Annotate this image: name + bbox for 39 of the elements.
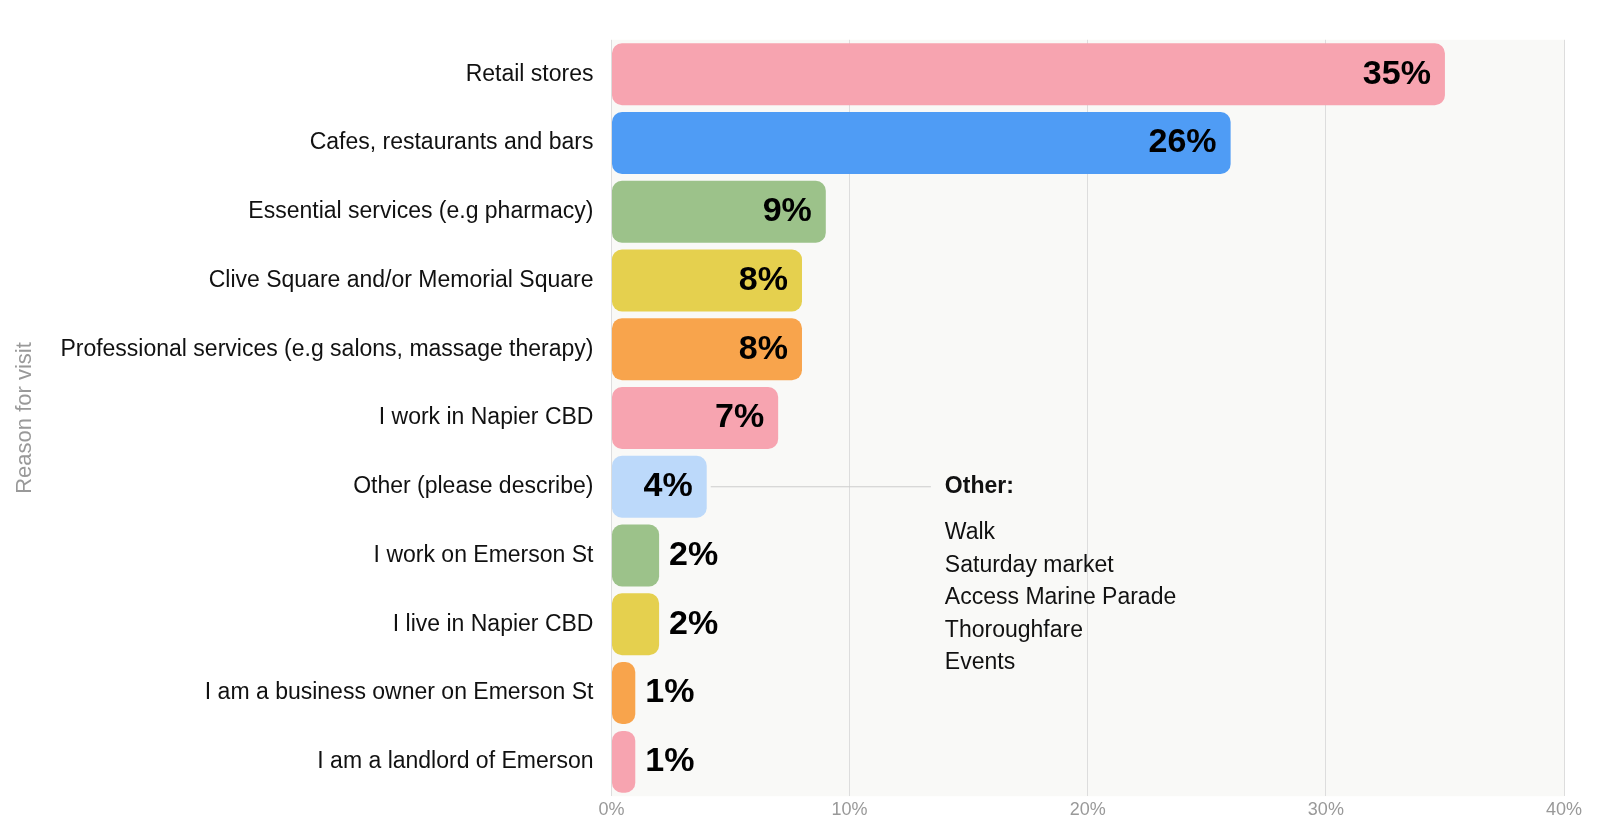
y-tick-label: Retail stores xyxy=(465,59,594,86)
data-label: 35% xyxy=(1362,52,1431,91)
data-label: 2% xyxy=(669,533,719,572)
bar xyxy=(611,43,1445,106)
data-label: 9% xyxy=(762,190,812,229)
data-label: 7% xyxy=(715,396,765,435)
bar xyxy=(611,112,1231,174)
data-label: 4% xyxy=(643,465,693,504)
y-tick-label: I am a business owner on Emerson St xyxy=(204,678,595,705)
y-tick-label: I live in Napier CBD xyxy=(392,609,594,636)
data-label: 8% xyxy=(738,327,788,366)
y-tick-label: I work in Napier CBD xyxy=(378,403,594,430)
y-tick-label: Essential services (e.g pharmacy) xyxy=(248,197,594,224)
bar xyxy=(611,662,636,724)
x-tick-label: 10% xyxy=(831,798,868,819)
bar xyxy=(611,524,660,587)
data-label: 26% xyxy=(1148,121,1217,160)
annotation: Other: Walk Saturday market Access Marine Parade Thoroughfare Events xyxy=(944,472,1177,675)
data-label: 8% xyxy=(738,258,788,297)
y-tick-label: I work on Emerson St xyxy=(373,540,595,567)
y-axis-title: Reason for visit xyxy=(11,342,37,494)
y-tick-label: Other (please describe) xyxy=(353,472,594,499)
x-tick-label: 40% xyxy=(1545,798,1583,819)
y-tick-label: I am a landlord of Emerson xyxy=(317,747,594,774)
data-label: 2% xyxy=(669,602,719,641)
data-label: 1% xyxy=(645,740,695,779)
y-tick-label: Cafes, restaurants and bars xyxy=(309,128,594,155)
bar xyxy=(611,318,802,381)
x-tick-label: 30% xyxy=(1307,798,1344,819)
y-tick-label: Professional services (e.g salons, massage therapy) xyxy=(60,334,594,361)
bar xyxy=(611,730,636,793)
x-tick-label: 0% xyxy=(598,798,625,819)
bar xyxy=(611,180,826,243)
bar xyxy=(611,249,802,312)
bar xyxy=(611,387,779,449)
data-label: 1% xyxy=(645,671,695,710)
bar xyxy=(611,593,660,656)
y-tick-label: Clive Square and/or Memorial Square xyxy=(208,265,594,292)
x-tick-label: 20% xyxy=(1069,798,1106,819)
